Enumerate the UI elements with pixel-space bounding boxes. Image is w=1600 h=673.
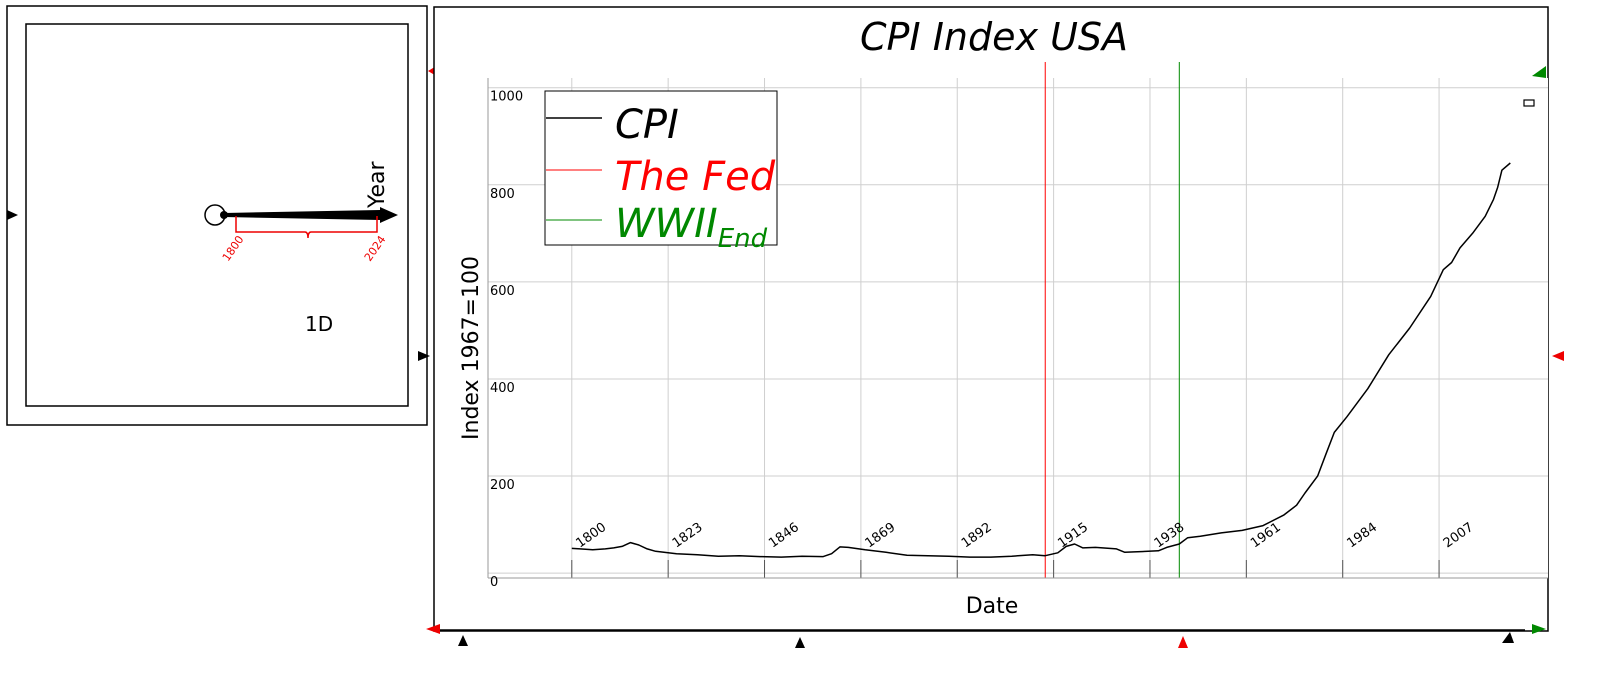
year-axis-label: Year [365, 160, 390, 209]
year-range-brace [235, 216, 378, 239]
legend: CPI The Fed WWIIEnd [544, 90, 778, 254]
y-tick-label-600: 600 [490, 284, 515, 299]
series-line-0[interactable] [571, 162, 1511, 558]
chart-panel: CPI Index USA 1800 1823 1846 1869 1892 1915 19… [426, 6, 1564, 634]
y-tick-label-1000: 1000 [490, 90, 523, 105]
legend-label-cpi: CPI [615, 102, 679, 148]
timeline-marker-1[interactable] [458, 635, 468, 646]
chart-bottom-right-handle[interactable] [1532, 624, 1546, 634]
y-tick-label-0: 0 [490, 575, 498, 590]
y-tick-label-200: 200 [490, 478, 515, 493]
legend-label-wwii-main: WWII [615, 201, 718, 247]
chart-title: CPI Index USA [860, 15, 1128, 59]
y-tick-label-800: 800 [490, 187, 515, 202]
bottom-timeline [440, 629, 1525, 648]
y-axis-label: Index 1967=100 [459, 256, 484, 440]
x-axis-label: Date [966, 594, 1019, 619]
vertical-markers [1044, 62, 1180, 578]
chart-top-right-handle[interactable] [1532, 66, 1546, 78]
chart-bottom-left-handle[interactable] [426, 624, 440, 634]
y-tick-labels: 0 200 400 600 800 1000 [490, 90, 523, 590]
legend-label-wwii-sub: End [718, 224, 768, 254]
timeline-marker-4[interactable] [1502, 632, 1514, 643]
legend-box [544, 90, 778, 246]
end-point-marker[interactable] [1523, 99, 1535, 107]
left-panel-right-handle[interactable] [418, 351, 430, 361]
chart-right-handle[interactable] [1552, 351, 1564, 361]
year-axis-arrow[interactable] [224, 207, 398, 223]
left-panel: Year 1800 2024 1D [6, 5, 438, 426]
series-lines [571, 162, 1511, 558]
x-ticks [571, 560, 1440, 578]
legend-label-fed: The Fed [615, 154, 776, 200]
timeline-marker-2[interactable] [795, 637, 805, 648]
dimension-label: 1D [305, 312, 333, 336]
y-tick-label-400: 400 [490, 381, 515, 396]
timeline-marker-3[interactable] [1178, 636, 1188, 648]
left-panel-left-handle[interactable] [7, 210, 18, 220]
legend-label-wwii: WWIIEnd [615, 201, 768, 254]
